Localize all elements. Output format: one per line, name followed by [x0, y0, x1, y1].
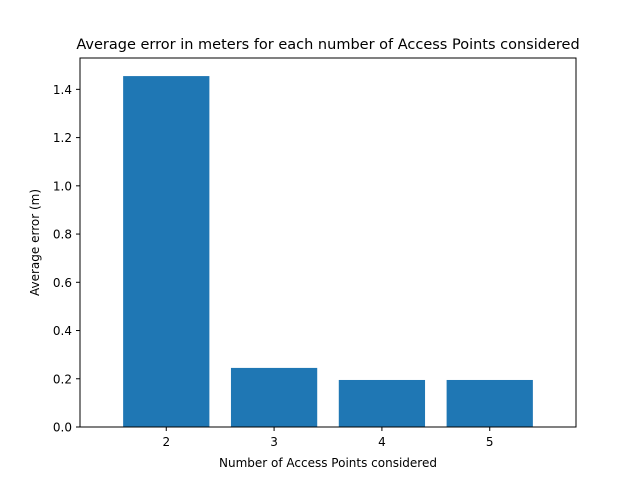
x-axis: 2 3 4 5 [162, 427, 494, 449]
x-tick-label: 2 [162, 435, 170, 449]
x-tick-label: 3 [270, 435, 278, 449]
bar-2 [123, 76, 210, 428]
y-axis-label: Average error (m) [28, 189, 42, 296]
x-tick-label: 4 [378, 435, 386, 449]
y-tick-label: 1.2 [53, 131, 72, 145]
bar-4 [338, 379, 426, 427]
y-tick-label: 0.8 [53, 228, 72, 242]
chart-title: Average error in meters for each number … [76, 37, 579, 53]
y-tick-label: 0.4 [53, 324, 72, 338]
x-axis-label: Number of Access Points considered [219, 456, 437, 470]
y-tick-label: 1.4 [53, 83, 72, 97]
y-tick-label: 0.6 [53, 276, 72, 290]
bars [123, 76, 533, 428]
y-tick-label: 0.0 [53, 421, 72, 435]
y-tick-label: 1.0 [53, 179, 72, 193]
plot-frame [79, 57, 577, 428]
y-tick-label: 0.2 [53, 372, 72, 386]
bar-3 [230, 367, 318, 427]
bar-5 [446, 379, 533, 427]
y-axis: 0.0 0.2 0.4 0.6 0.8 1.0 1.2 1.4 [53, 83, 80, 435]
x-tick-label: 5 [486, 435, 494, 449]
